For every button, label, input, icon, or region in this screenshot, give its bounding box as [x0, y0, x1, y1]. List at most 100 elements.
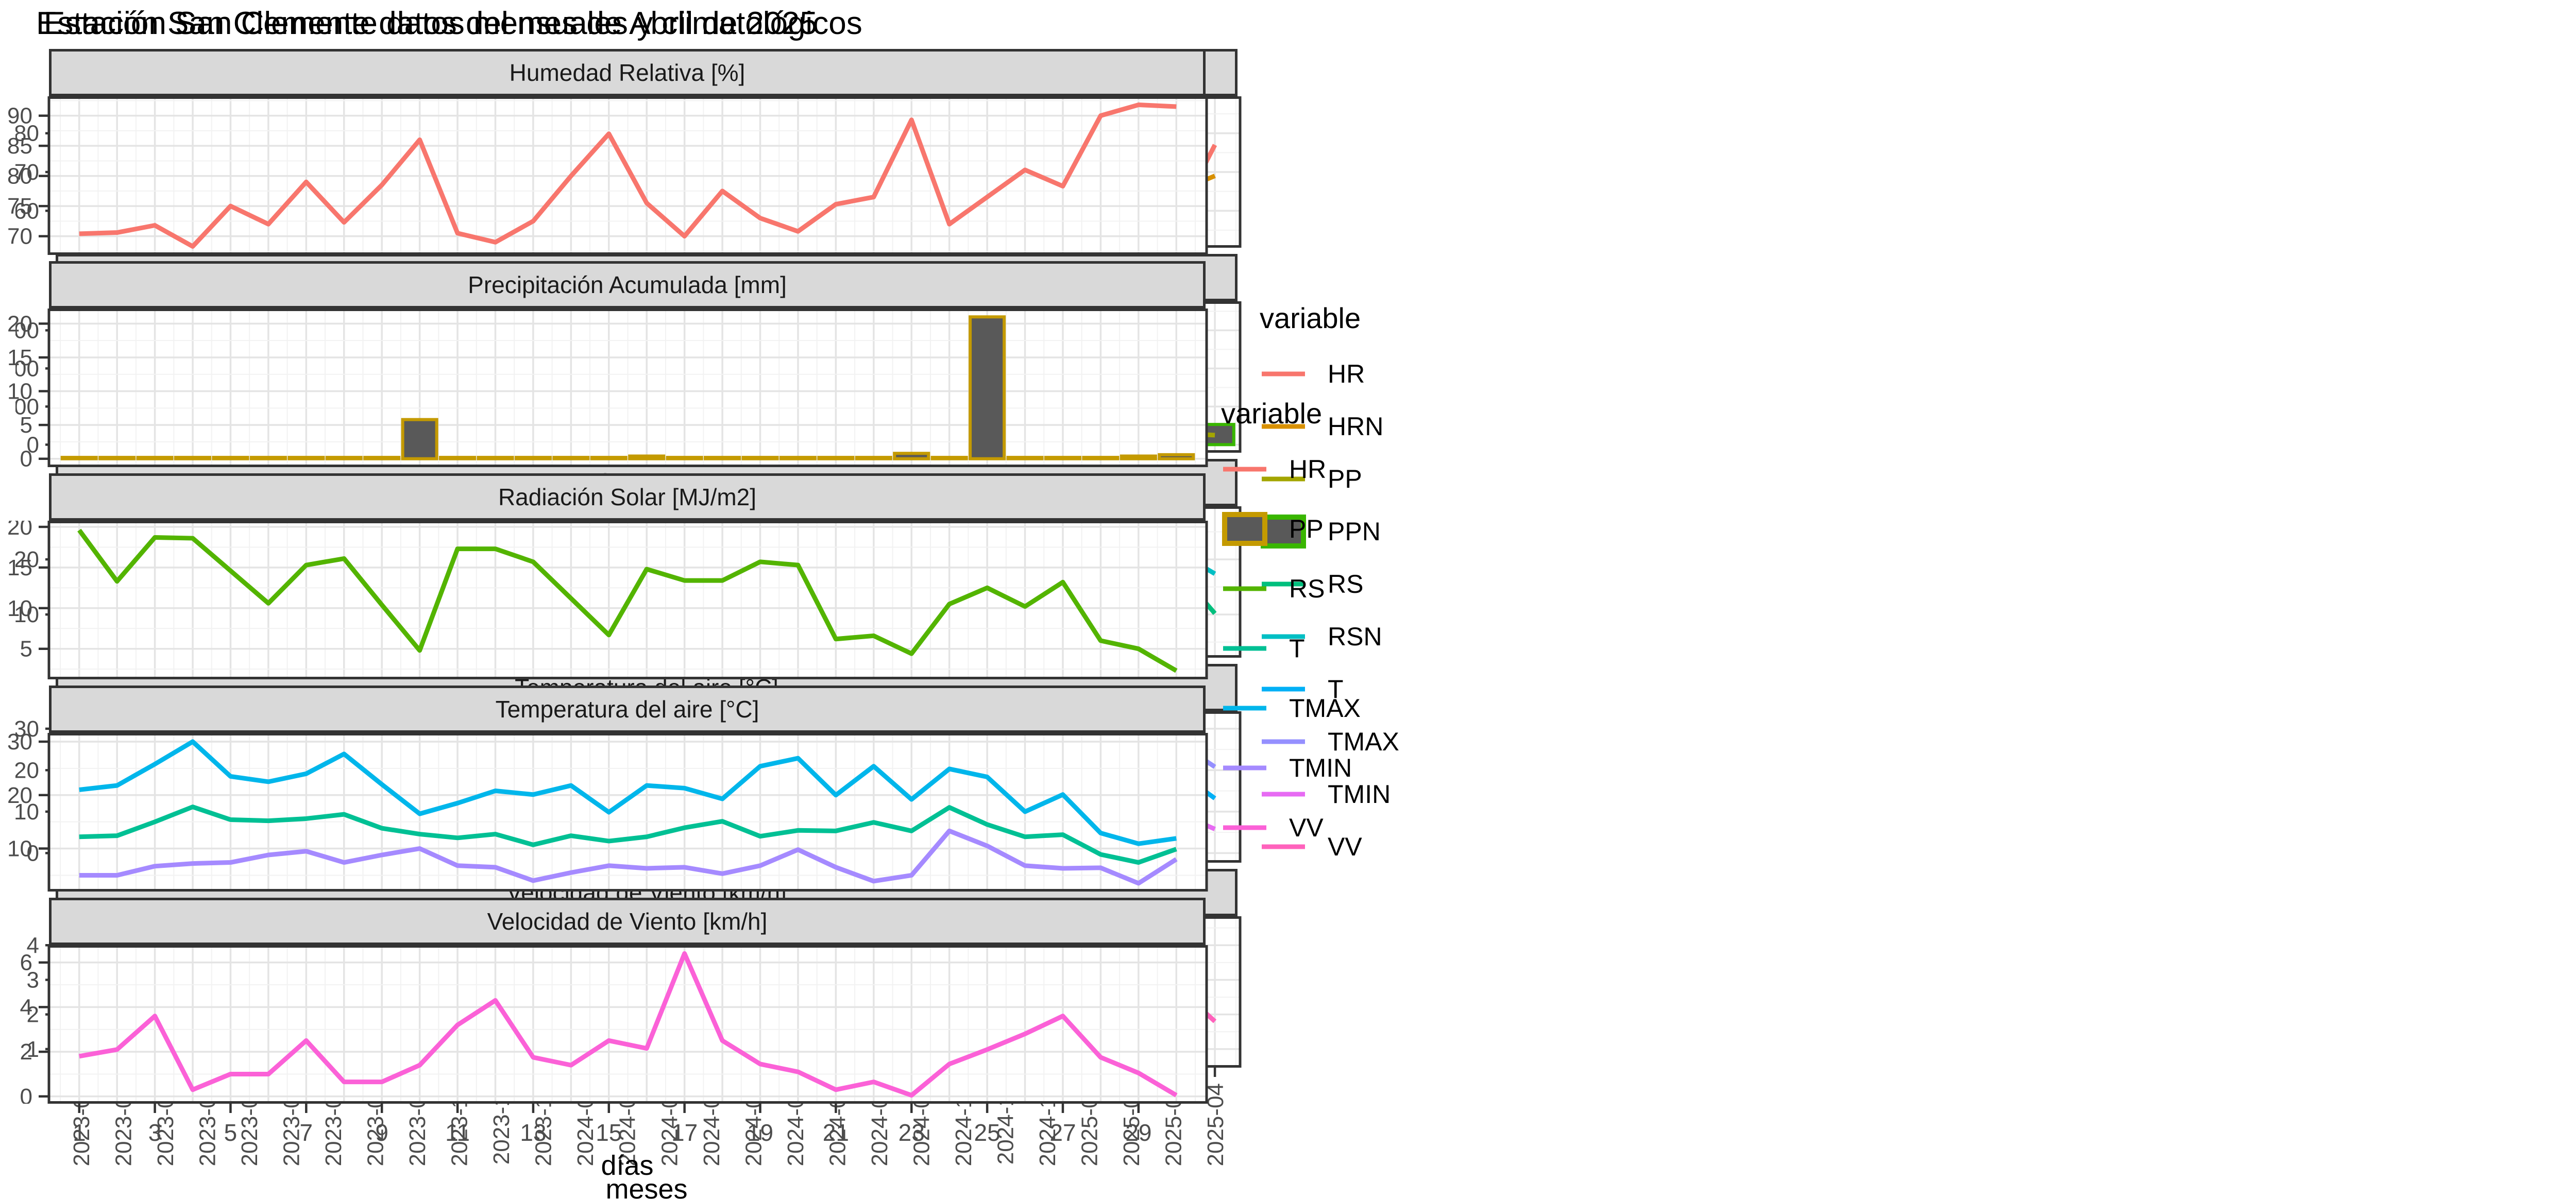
legend-entry-vv: VV: [1260, 828, 1435, 865]
svg-text:20: 20: [15, 758, 39, 783]
svg-text:0: 0: [27, 841, 39, 863]
legend-entry-tmax: TMAX: [1221, 690, 1391, 727]
svg-text:80: 80: [15, 121, 39, 146]
figure-title: Estación San Clemente datos mensuales y …: [44, 6, 862, 41]
svg-text:6: 6: [20, 950, 32, 975]
panel-strip-title: Velocidad de Viento [km/h]: [487, 908, 768, 935]
panel-strip: Temperatura del aire [°C]: [49, 686, 1206, 733]
legend-entry-t: T: [1260, 671, 1435, 708]
legend-label: PPN: [1328, 517, 1381, 546]
svg-text:29: 29: [1125, 1119, 1151, 1146]
legend-key-line: [1223, 646, 1266, 651]
svg-text:15: 15: [596, 1119, 622, 1146]
legend-label: T: [1328, 675, 1344, 704]
legend-label: TMIN: [1289, 753, 1352, 782]
svg-text:5: 5: [224, 1119, 238, 1146]
svg-text:20: 20: [7, 521, 32, 540]
legend-label: RS: [1289, 574, 1325, 603]
legend-key-line: [1262, 634, 1305, 639]
legend-label: TMAX: [1289, 694, 1361, 723]
legend-variables: variable HR HRN PP PPN RS RSN T TMAX TMIN VV: [1260, 301, 1435, 881]
svg-text:23: 23: [899, 1119, 925, 1146]
legend-key-line: [1262, 424, 1305, 429]
svg-text:20: 20: [15, 547, 39, 572]
x-axis-days: 1 3 5 7 9 11 13 15 17 19 21 23 25 27 29: [73, 1104, 1151, 1146]
legend-label: HR: [1289, 455, 1327, 484]
svg-text:11: 11: [445, 1119, 470, 1146]
legend-entry-pp: PP: [1260, 460, 1435, 498]
legend-entry-t: T: [1221, 630, 1391, 667]
svg-text:15: 15: [7, 555, 32, 580]
svg-text:200: 200: [15, 356, 39, 381]
svg-text:100: 100: [15, 394, 39, 419]
legend-label: T: [1289, 634, 1305, 663]
legend-label: PP: [1328, 465, 1362, 493]
legend-label: PP: [1289, 515, 1324, 543]
svg-text:10: 10: [7, 596, 32, 621]
legend-label: TMAX: [1328, 727, 1399, 756]
svg-text:75: 75: [7, 194, 32, 219]
legend-key-line: [1223, 586, 1266, 591]
svg-text:17: 17: [671, 1119, 698, 1146]
legend-key-line: [1262, 581, 1305, 587]
legend-entry-rsn: RSN: [1260, 618, 1435, 655]
legend-key-line: [1223, 467, 1266, 472]
svg-text:300: 300: [15, 318, 39, 343]
svg-text:2: 2: [27, 1002, 39, 1027]
x-axis-title: meses: [605, 1174, 688, 1199]
legend-variables: variable HR PP RS T TMAX TMIN VV: [1221, 397, 1391, 869]
svg-text:30: 30: [15, 716, 39, 742]
panel-strip-title: Temperatura del aire [°C]: [495, 696, 759, 723]
figure-april-2025: Estación San Clemente datos del mes de A…: [7, 6, 1391, 1181]
svg-text:3: 3: [27, 967, 39, 992]
svg-text:5: 5: [20, 637, 32, 662]
legend-entry-rs: RS: [1260, 566, 1435, 603]
legend-label: VV: [1289, 813, 1324, 842]
legend-entry-tmax: TMAX: [1260, 723, 1435, 760]
svg-text:1: 1: [27, 1037, 39, 1062]
panel-strip: Humedad Relativa [%]: [49, 49, 1206, 96]
svg-text:0: 0: [20, 447, 32, 467]
panel-strip-title: Precipitación Acumulada [mm]: [468, 271, 787, 298]
panel-strip-title: Radiación Solar [MJ/m2]: [498, 484, 757, 510]
svg-text:7: 7: [300, 1119, 313, 1146]
legend-label: HRN: [1328, 412, 1384, 441]
legend-entry-hrn: HRN: [1260, 408, 1435, 445]
svg-text:70: 70: [7, 224, 32, 249]
svg-text:90: 90: [7, 104, 32, 129]
legend-key-line: [1262, 844, 1305, 849]
svg-text:15: 15: [7, 345, 32, 370]
legend-title: variable: [1260, 302, 1361, 334]
svg-text:21: 21: [823, 1119, 849, 1146]
legend-key-line: [1223, 825, 1266, 830]
svg-text:3: 3: [148, 1119, 162, 1146]
legend-title: variable: [1221, 397, 1323, 430]
svg-text:25: 25: [974, 1119, 1001, 1146]
svg-text:19: 19: [747, 1119, 773, 1146]
legend-key-line: [1223, 706, 1266, 711]
legend-key-bar: [1222, 512, 1267, 546]
panel-strip: Precipitación Acumulada [mm]: [49, 261, 1206, 309]
legend-key-line: [1262, 739, 1305, 744]
svg-text:13: 13: [520, 1119, 546, 1146]
svg-text:2: 2: [20, 1039, 32, 1065]
svg-text:60: 60: [15, 198, 39, 224]
panel-strip: Velocidad de Viento [km/h]: [49, 898, 1206, 945]
legend-label: VV: [1328, 832, 1362, 861]
svg-text:30: 30: [7, 733, 32, 755]
panel-strip-title: Humedad Relativa [%]: [509, 59, 745, 86]
svg-text:20: 20: [7, 311, 32, 336]
legend-key-line: [1262, 792, 1305, 797]
svg-text:0: 0: [20, 1084, 32, 1104]
figure-title: Estación San Clemente datos del mes de A…: [36, 6, 818, 41]
legend-label: TMIN: [1328, 780, 1391, 809]
legend-entry-vv: VV: [1221, 809, 1391, 846]
legend-label: HR: [1328, 359, 1365, 388]
x-axis-title: días: [601, 1150, 654, 1181]
svg-text:85: 85: [7, 133, 32, 159]
panel-strip: Radiación Solar [MJ/m2]: [49, 473, 1206, 521]
svg-text:20: 20: [7, 783, 32, 808]
